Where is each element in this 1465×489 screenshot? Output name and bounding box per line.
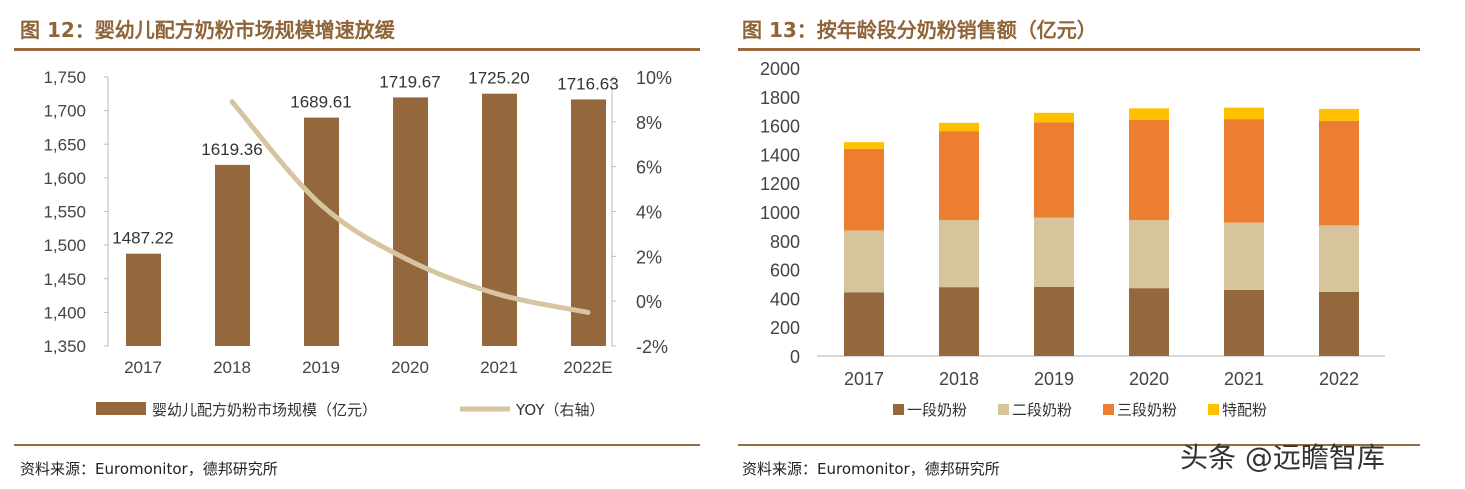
y2-tick-label: 4% xyxy=(636,203,662,223)
x-tick-label: 2021 xyxy=(480,358,518,377)
bar-segment-2021 xyxy=(1224,119,1264,223)
data-label: 1716.63 xyxy=(557,74,618,93)
y-tick-label: 1,700 xyxy=(43,102,86,121)
y-tick-label: 400 xyxy=(770,289,800,309)
y-tick-label: 0 xyxy=(790,347,800,367)
y-tick-label: 1,650 xyxy=(43,135,86,154)
legend-label: 特配粉 xyxy=(1222,401,1267,419)
x-tick-label: 2019 xyxy=(302,358,340,377)
legend-label: 二段奶粉 xyxy=(1012,401,1072,419)
legend-swatch-market-size xyxy=(96,402,146,415)
bar-segment-2018 xyxy=(939,287,979,356)
legend-label-market-size: 婴幼儿配方奶粉市场规模（亿元） xyxy=(152,401,377,419)
bar-segment-2020 xyxy=(1129,108,1169,120)
x-tick-label: 2022 xyxy=(1319,369,1359,389)
bar-segment-2017 xyxy=(844,292,884,356)
x-tick-label: 2021 xyxy=(1224,369,1264,389)
x-tick-label: 2018 xyxy=(213,358,251,377)
right-chart-title: 图 13：按年龄段分奶粉销售额（亿元） xyxy=(742,18,1097,42)
legend-swatch xyxy=(893,404,904,415)
y-tick-label: 1,550 xyxy=(43,203,86,222)
legend-label: 一段奶粉 xyxy=(907,401,967,419)
right-source: 资料来源：Euromonitor，德邦研究所 xyxy=(742,460,1000,478)
bar-segment-2017 xyxy=(844,230,884,293)
data-label: 1487.22 xyxy=(112,229,173,248)
x-tick-label: 2020 xyxy=(391,358,429,377)
legend-label: 三段奶粉 xyxy=(1117,401,1177,419)
bar-segment-2019 xyxy=(1034,122,1074,218)
y-tick-label: 1,500 xyxy=(43,236,86,255)
left-chart: 1,350 1,400 1,450 1,500 1,550 1,600 1,650 1,700… xyxy=(43,68,672,419)
bar-segment-2019 xyxy=(1034,112,1074,123)
x-tick-label: 2019 xyxy=(1034,369,1074,389)
bar-segment-2019 xyxy=(1034,217,1074,287)
legend-label-yoy: YOY（右轴） xyxy=(515,401,605,419)
legend-swatch xyxy=(1103,404,1114,415)
bar-segment-2017 xyxy=(844,148,884,231)
y-tick-label: 1200 xyxy=(760,174,800,194)
y-tick-label: 1,400 xyxy=(43,303,86,322)
y-tick-label: 200 xyxy=(770,318,800,338)
y2-tick-label: 6% xyxy=(636,158,662,178)
y2-tick-label: 2% xyxy=(636,247,662,267)
bar-segment-2022 xyxy=(1319,120,1359,226)
data-label: 1619.36 xyxy=(201,140,262,159)
bar-segment-2022 xyxy=(1319,291,1359,356)
y2-tick-label: 0% xyxy=(636,292,662,312)
y-tick-label: 600 xyxy=(770,261,800,281)
watermark: 头条 @远瞻智库 xyxy=(1180,441,1385,474)
y-tick-label: 1800 xyxy=(760,88,800,108)
legend-swatch xyxy=(1208,404,1219,415)
left-source-rule xyxy=(14,444,700,446)
bar-segment-2018 xyxy=(939,122,979,132)
y-tick-label: 1400 xyxy=(760,145,800,165)
y-tick-label: 1600 xyxy=(760,117,800,137)
bar-segment-2020 xyxy=(1129,119,1169,221)
right-title-rule xyxy=(738,48,1420,51)
bar-segment-2020 xyxy=(1129,288,1169,356)
bar-segment-2017 xyxy=(844,142,884,149)
left-source: 资料来源：Euromonitor，德邦研究所 xyxy=(20,460,278,478)
y-tick-label: 1,750 xyxy=(43,68,86,87)
left-chart-title: 图 12：婴幼儿配方奶粉市场规模增速放缓 xyxy=(20,18,395,42)
bar-segment-2022 xyxy=(1319,225,1359,292)
data-label: 1689.61 xyxy=(290,93,351,112)
y-tick-label: 1,600 xyxy=(43,169,86,188)
y-tick-label: 1,350 xyxy=(43,337,86,356)
y-tick-label: 1,450 xyxy=(43,270,86,289)
bar-segment-2018 xyxy=(939,220,979,288)
bar-2019 xyxy=(304,117,339,346)
x-tick-label: 2022E xyxy=(563,358,612,377)
y2-tick-label: -2% xyxy=(636,337,668,357)
bar-segment-2019 xyxy=(1034,286,1074,356)
right-source-rule xyxy=(738,444,1420,446)
data-label: 1719.67 xyxy=(379,72,440,91)
bar-2017 xyxy=(126,253,161,346)
y2-tick-label: 10% xyxy=(636,68,672,88)
x-tick-label: 2017 xyxy=(844,369,884,389)
y-tick-label: 2000 xyxy=(760,59,800,79)
legend-swatch xyxy=(998,404,1009,415)
y2-tick-label: 8% xyxy=(636,113,662,133)
y-tick-label: 800 xyxy=(770,232,800,252)
bar-segment-2022 xyxy=(1319,108,1359,121)
bar-2020 xyxy=(393,97,428,346)
bar-segment-2020 xyxy=(1129,220,1169,289)
yoy-line xyxy=(229,99,591,315)
bar-segment-2021 xyxy=(1224,222,1264,290)
bar-segment-2021 xyxy=(1224,289,1264,356)
y-tick-label: 1000 xyxy=(760,203,800,223)
bar-2018 xyxy=(215,164,250,346)
x-tick-label: 2018 xyxy=(939,369,979,389)
bar-2022E xyxy=(571,99,606,346)
bar-2021 xyxy=(482,93,517,346)
data-label: 1725.20 xyxy=(468,69,529,88)
left-title-rule xyxy=(14,48,700,51)
x-tick-label: 2020 xyxy=(1129,369,1169,389)
bar-segment-2021 xyxy=(1224,107,1264,120)
x-tick-label: 2017 xyxy=(124,358,162,377)
bar-segment-2018 xyxy=(939,131,979,221)
right-chart: 0 200 400 600 800 1000 1200 1400 1600 1800 2000 201… xyxy=(760,59,1385,419)
